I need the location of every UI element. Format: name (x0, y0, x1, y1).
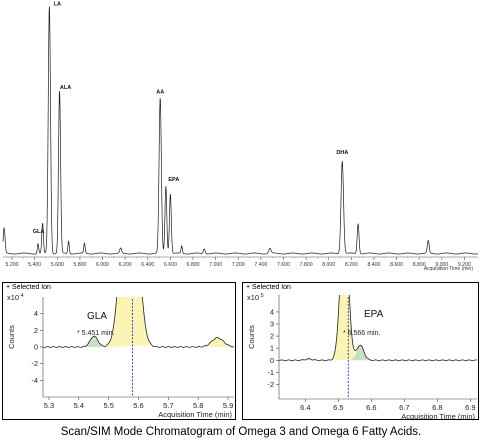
inset-x-tick-label: 6.8 (432, 403, 442, 412)
inset-x-tick-label: 5.4 (74, 401, 84, 410)
main-x-tick-label: 7.800 (300, 262, 313, 268)
epa-inset-plot: -2 -1 0 1 2 3 4 6.4 6.5 6.6 6.7 6.8 6.9 x10 5 Counts Ac… (247, 293, 477, 421)
main-x-tick-label: 9.200 (458, 262, 471, 268)
inset-x-tick-label: 5.9 (223, 401, 233, 410)
peak-label-ala: ALA (60, 85, 71, 91)
peak-label-la: LA (54, 2, 61, 8)
peak-fill (106, 297, 153, 347)
inset-y-tick-label: 3 (270, 320, 274, 329)
selected-ion-trace (279, 295, 477, 362)
peak-label-aa: AA (156, 89, 164, 95)
main-x-tick-label: 6.200 (119, 262, 132, 268)
main-x-tick-label: 8.000 (322, 262, 335, 268)
inset-x-tick-label: 5.6 (133, 401, 143, 410)
gla-peak-label: GLA (87, 311, 107, 322)
selected-ion-trace (43, 297, 234, 348)
main-x-tick-label: 8.800 (413, 262, 426, 268)
gla-inset-header: + Selected Ion (6, 284, 51, 291)
inset-y-tick-label: -4 (31, 376, 38, 385)
plot-area (279, 295, 477, 362)
main-x-tick-label: 5.200 (6, 262, 19, 268)
main-x-tick-label: 8.600 (390, 262, 403, 268)
inset-y-tick-label: -2 (31, 359, 38, 368)
inset-x-tick-label: 6.9 (465, 403, 475, 412)
inset-y-tick-label: 1 (270, 344, 274, 353)
main-x-tick-label: 5.600 (51, 262, 64, 268)
inset-exponent-power: 4 (19, 293, 24, 299)
peak-fill (198, 337, 234, 347)
inset-x-axis-label: Acquisition Time (min) (401, 412, 475, 421)
inset-y-tick-label: 2 (34, 326, 38, 335)
figure-caption: Scan/SIM Mode Chromatogram of Omega 3 an… (60, 426, 422, 438)
inset-x-tick-label: 5.7 (163, 401, 173, 410)
chromatogram-trace (2, 6, 479, 255)
peak-fill (331, 295, 358, 361)
epa-peak-label: EPA (364, 309, 384, 320)
inset-x-tick-label: 6.5 (333, 403, 343, 412)
main-x-tick-label: 7.000 (209, 262, 222, 268)
inset-y-tick-label: 4 (34, 309, 38, 318)
inset-x-tick-label: 5.8 (193, 401, 203, 410)
inset-x-tick-label: 6.4 (300, 403, 310, 412)
inset-y-tick-label: 2 (270, 332, 274, 341)
inset-y-axis-label: Counts (7, 325, 16, 349)
main-x-tick-label: 6.400 (141, 262, 154, 268)
main-x-tick-label: 7.200 (232, 262, 245, 268)
main-x-tick-label: 8.400 (367, 262, 380, 268)
main-x-tick-label: 6.600 (164, 262, 177, 268)
inset-y-tick-label: 4 (270, 307, 274, 316)
main-x-tick-label: 7.400 (254, 262, 267, 268)
gla-selected-ion-inset: -4 -2 0 2 4 5.3 5.4 5.5 5.6 5.7 5.8 5.9 x10 4 Counts A… (2, 282, 236, 420)
inset-x-axis-label: Acquisition Time (min) (158, 410, 232, 419)
inset-exponent: x10 5 (247, 293, 264, 302)
inset-y-tick-label: 0 (270, 356, 274, 365)
inset-x-tick-label: 6.6 (366, 403, 376, 412)
inset-exponent: x10 4 (7, 293, 24, 302)
gla-retention-annotation: * 5.451 min. (77, 330, 114, 337)
inset-y-tick-label: -1 (267, 368, 274, 377)
inset-y-tick-label: -2 (267, 380, 274, 389)
main-x-tick-label: 5.400 (28, 262, 41, 268)
main-x-tick-label: 8.200 (345, 262, 358, 268)
inset-x-tick-label: 5.3 (44, 401, 54, 410)
peak-label-dha: DHA (336, 150, 348, 156)
main-x-axis-label: Acquisition Time (min) (424, 266, 474, 272)
inset-y-axis-label: Counts (247, 325, 256, 349)
epa-inset-header: + Selected Ion (246, 284, 291, 291)
inset-x-tick-label: 5.5 (103, 401, 113, 410)
main-x-tick-label: 5.800 (73, 262, 86, 268)
main-x-tick-label: 9.000 (435, 262, 448, 268)
gla-inset-plot: -4 -2 0 2 4 5.3 5.4 5.5 5.6 5.7 5.8 5.9 x10 4 Counts A… (7, 293, 234, 419)
main-x-tick-label: 7.600 (277, 262, 290, 268)
inset-exponent-power: 5 (259, 293, 264, 299)
peak-label-epa: EPA (168, 177, 179, 183)
main-x-tick-label: 6.000 (96, 262, 109, 268)
plot-area (43, 297, 234, 348)
inset-x-tick-label: 6.7 (399, 403, 409, 412)
epa-selected-ion-inset: -2 -1 0 1 2 3 4 6.4 6.5 6.6 6.7 6.8 6.9 x10 5 Counts Ac… (242, 282, 479, 421)
main-x-tick-label: 6.800 (187, 262, 200, 268)
peak-label-gla: GLA (33, 229, 45, 235)
epa-retention-annotation: * 6.566 min. (343, 330, 380, 337)
main-chromatogram: 5.200 5.400 5.600 5.800 6.000 6.200 6.400 6.600… (2, 2, 479, 272)
inset-y-tick-label: 0 (34, 343, 38, 352)
